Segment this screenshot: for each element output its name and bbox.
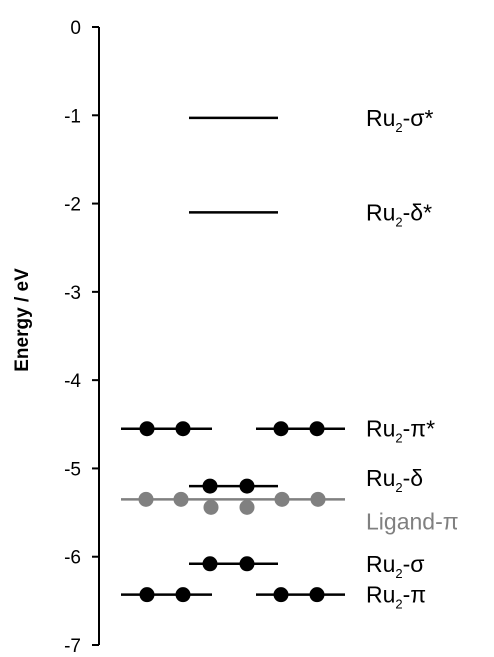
electron-dot: [310, 491, 326, 507]
y-tick-label: -1: [64, 106, 81, 127]
electron-dot: [202, 478, 218, 494]
y-tick-label: 0: [70, 18, 81, 39]
electron-dot: [202, 556, 218, 572]
y-tick-label: -2: [64, 195, 81, 216]
level-ru2-delta-: Ru2-δ*: [189, 199, 432, 229]
electron-dot: [273, 421, 289, 437]
electron-dot: [139, 587, 155, 603]
y-tick-label: -4: [64, 371, 81, 392]
electron-dot: [138, 491, 154, 507]
level-label: Ru2-σ*: [366, 105, 433, 135]
y-axis-title: Energy / eV: [12, 268, 33, 372]
level-label: Ligand-π: [366, 508, 459, 534]
level-label: Ru2-δ: [366, 465, 423, 495]
electron-dot: [203, 499, 219, 515]
y-tick-label: -7: [64, 636, 81, 657]
electron-dot: [239, 499, 255, 515]
electron-dot: [239, 556, 255, 572]
electron-dot: [239, 478, 255, 494]
level-ru2-sigma: Ru2-σ: [189, 551, 425, 581]
level-ru2-delta: Ru2-δ: [189, 465, 423, 495]
level-label: Ru2-π*: [366, 416, 435, 446]
electron-dot: [175, 587, 191, 603]
electron-dot: [139, 421, 155, 437]
y-tick-label: -5: [64, 459, 81, 480]
electron-dot: [175, 421, 191, 437]
electron-dot: [274, 491, 290, 507]
level-ligand-pi: Ligand-π: [121, 491, 459, 534]
y-axis: 0 -1 -2 -3 -4 -5 -6 -7: [64, 18, 100, 657]
level-ru2-sigma-: Ru2-σ*: [189, 105, 433, 135]
electron-dot: [173, 491, 189, 507]
electron-dot: [273, 587, 289, 603]
electron-dot: [309, 421, 325, 437]
level-label: Ru2-δ*: [366, 199, 432, 229]
electron-dot: [309, 587, 325, 603]
level-label: Ru2-π: [366, 582, 426, 612]
level-ru2-pi-: Ru2-π*: [121, 416, 435, 446]
level-ru2-pi: Ru2-π: [121, 582, 426, 612]
y-tick-label: -6: [64, 548, 81, 569]
y-tick-label: -3: [64, 283, 81, 304]
energy-levels: Ru2-σ* Ru2-δ* Ru2-π* Ru2-δ Ligand-π Ru2-σRu2-…: [121, 105, 459, 612]
level-label: Ru2-σ: [366, 551, 425, 581]
